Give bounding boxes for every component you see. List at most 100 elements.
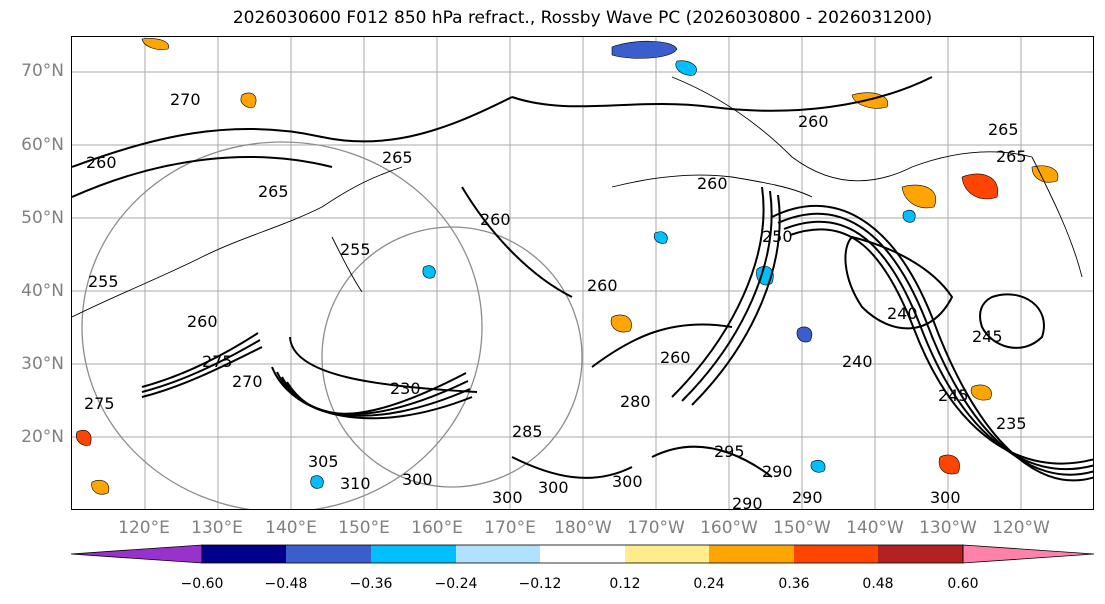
orange-patch-north-america — [1031, 165, 1059, 183]
contour-mid-2 — [591, 323, 733, 368]
coast-japan — [331, 236, 363, 293]
colorbar-segment — [202, 545, 286, 563]
lon-label-120e: 120°E — [118, 518, 170, 538]
lat-label-70n: 70°N — [21, 61, 64, 81]
colorbar-segment — [709, 545, 794, 563]
red-patch-baja — [938, 454, 960, 475]
orange-patch-hawaii — [610, 314, 632, 333]
contour-jet-east-4 — [789, 228, 1093, 465]
contour-label: 265 — [258, 182, 289, 201]
blue-patch-south — [310, 475, 324, 489]
contour-loop-east — [979, 293, 1045, 349]
contour-label: 240 — [842, 352, 873, 371]
range-circle-west — [81, 141, 483, 509]
lon-label-130w: 130°W — [919, 518, 977, 538]
contour-label: 260 — [480, 210, 511, 229]
contour-mid-1 — [461, 186, 573, 298]
contour-jet-center-1 — [271, 366, 473, 420]
contour-jet-west-1 — [141, 346, 263, 398]
contour-label: 300 — [492, 488, 523, 507]
colorbar-tick: −0.24 — [434, 576, 478, 592]
contour-jet-east-2 — [777, 212, 1093, 476]
colorbar-tick: 0.48 — [862, 576, 894, 592]
blue-patch-jet-dark — [796, 326, 813, 343]
map-panel: 270 260 265 265 265 260 260 260 260 265 … — [71, 36, 1094, 510]
contour-label: 300 — [612, 472, 643, 491]
contour-label: 275 — [202, 352, 233, 371]
coast-alaska — [671, 76, 1033, 182]
contour-north-2 — [72, 156, 333, 198]
contour-label: 250 — [762, 227, 793, 246]
contour-label: 260 — [697, 174, 728, 193]
coast-aleutians — [611, 174, 813, 198]
contour-north-1 — [72, 96, 513, 168]
contour-label: 270 — [170, 90, 201, 109]
colorbar-segment — [878, 545, 963, 563]
contour-aleutian-3 — [691, 194, 781, 406]
graticule — [72, 37, 1093, 509]
plot-title: 2026030600 F012 850 hPa refract., Rossby… — [232, 8, 933, 28]
lon-label-150w: 150°W — [773, 518, 831, 538]
contour-jet-east-1 — [771, 204, 1093, 482]
lon-label-140w: 140°W — [846, 518, 904, 538]
coastlines — [72, 76, 1083, 318]
contour-label: 310 — [340, 474, 371, 493]
orange-patch-asia — [240, 92, 257, 108]
lat-label-20n: 20°N — [21, 427, 64, 447]
contour-labels: 270 260 265 265 265 260 260 260 260 265 … — [84, 90, 1027, 509]
contour-label: 305 — [308, 452, 339, 471]
contour-label: 270 — [232, 372, 263, 391]
contour-label: 275 — [84, 394, 115, 413]
contour-label: 260 — [660, 348, 691, 367]
lon-label-120w: 120°W — [992, 518, 1050, 538]
lon-label-160w: 160°W — [700, 518, 758, 538]
lat-label-30n: 30°N — [21, 354, 64, 374]
contour-label: 260 — [587, 276, 618, 295]
blue-patch-west — [422, 265, 436, 279]
colorbar-tick: 0.24 — [693, 576, 725, 592]
contour-label: 300 — [930, 488, 961, 507]
contour-jet-west-2 — [141, 339, 261, 393]
map-canvas: 270 260 265 265 265 260 260 260 260 265 … — [72, 37, 1093, 509]
lat-label-60n: 60°N — [21, 135, 64, 155]
contour-label: 240 — [887, 304, 918, 323]
colorbar-segment — [540, 545, 625, 563]
contour-label: 280 — [620, 392, 651, 411]
colorbar-segment — [456, 545, 540, 563]
blue-patch-arctic — [611, 40, 678, 59]
contour-label: 230 — [390, 379, 421, 398]
coast-asia — [72, 166, 403, 318]
contour-subtropic-1 — [511, 456, 633, 479]
colorbar-tick: −0.36 — [349, 576, 393, 592]
blue-patch-coast — [902, 209, 916, 223]
lon-label-160e: 160°E — [411, 518, 463, 538]
contour-jet-west-3 — [141, 332, 259, 388]
contour-label: 260 — [86, 153, 117, 172]
colorbar-tick: 0.36 — [778, 576, 810, 592]
colorbar-tick: −0.48 — [264, 576, 308, 592]
contour-jet-east-3 — [783, 220, 1093, 471]
lon-label-170e: 170°E — [484, 518, 536, 538]
colorbar-segment — [625, 545, 709, 563]
contour-label: 255 — [340, 240, 371, 259]
contour-subtropic-2 — [651, 445, 773, 478]
contour-label: 255 — [88, 272, 119, 291]
red-patch-india — [76, 429, 92, 446]
contour-label: 295 — [714, 442, 745, 461]
lon-label-130e: 130°E — [191, 518, 243, 538]
lon-label-150e: 150°E — [338, 518, 390, 538]
contour-label: 235 — [996, 414, 1027, 433]
lon-label-170w: 170°W — [627, 518, 685, 538]
blue-patch-east — [810, 459, 826, 473]
orange-patch-gulf — [901, 184, 937, 209]
lat-label-50n: 50°N — [21, 208, 64, 228]
lon-label-180w: 180°W — [554, 518, 612, 538]
contour-label: 260 — [187, 312, 218, 331]
colorbar-outline — [201, 544, 964, 564]
red-patch-alaska — [961, 173, 999, 200]
colorbar — [70, 544, 1095, 564]
colorbar-extend-right — [962, 544, 1095, 564]
contour-label: 290 — [762, 462, 793, 481]
coast-north-america — [1031, 156, 1083, 278]
contour-aleutian-1 — [671, 186, 765, 398]
